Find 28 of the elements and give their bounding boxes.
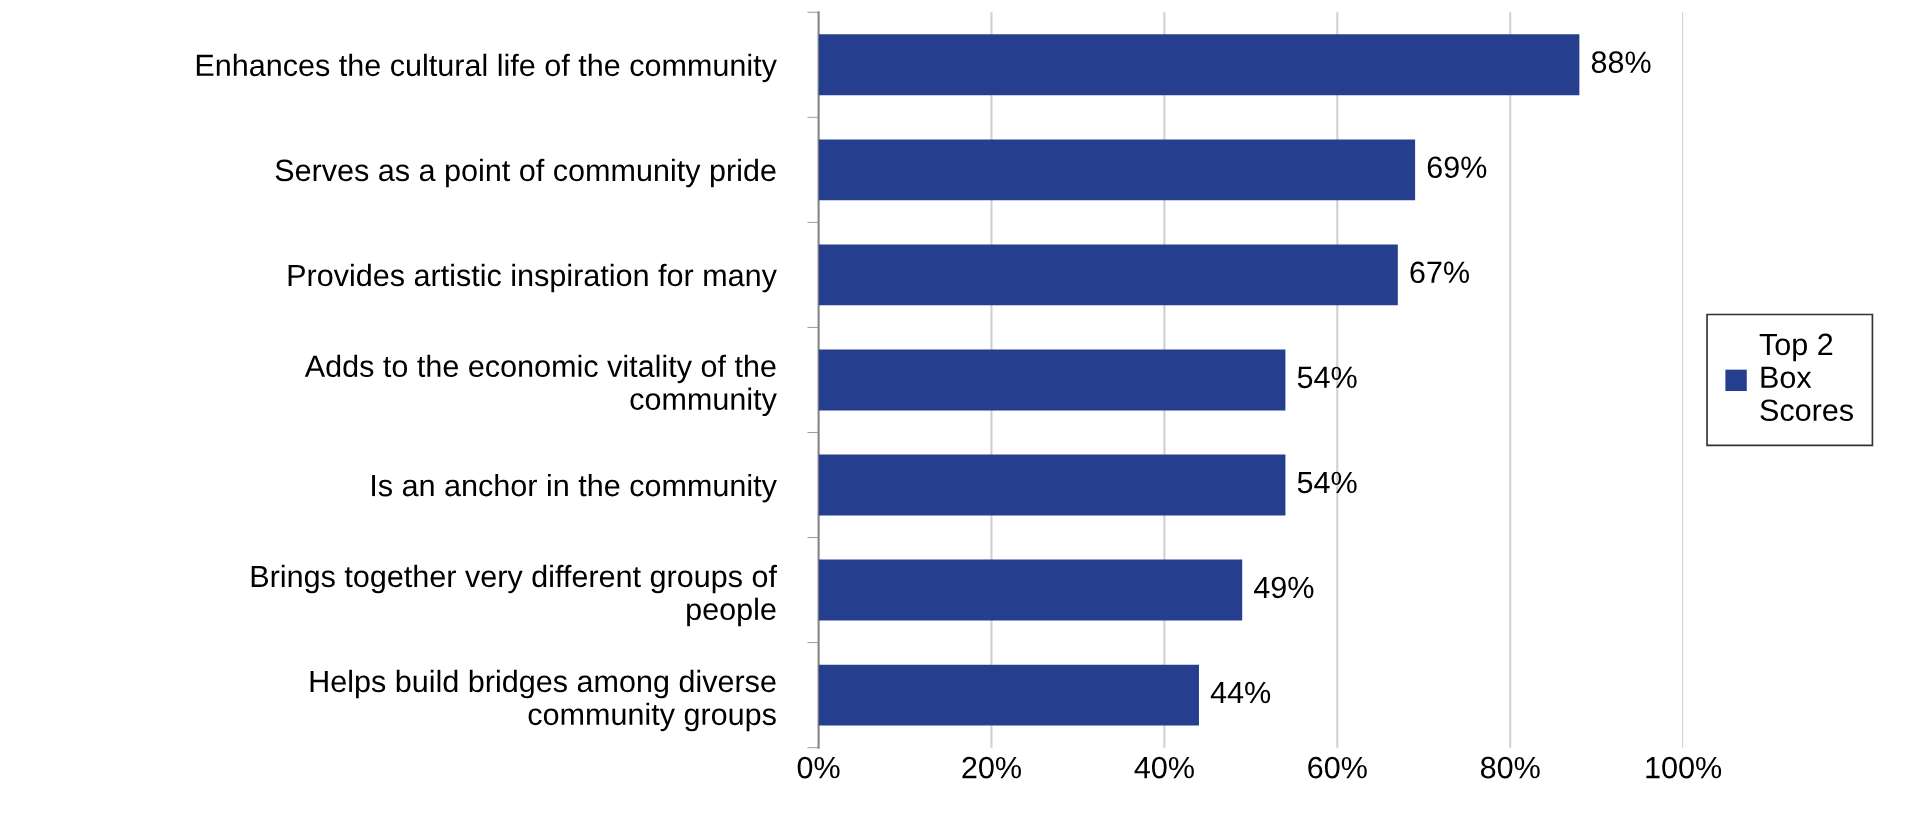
bar xyxy=(818,139,1416,201)
x-tick-label: 20% xyxy=(962,756,1021,779)
y-tick-label: Brings together very different groups of people xyxy=(251,564,777,627)
y-tick-label: Adds to the economic vitality of the community xyxy=(304,354,777,417)
bar xyxy=(818,349,1286,411)
x-tick-label: 60% xyxy=(1308,756,1367,779)
bar xyxy=(818,34,1580,96)
data-label: 69% xyxy=(1427,156,1487,179)
bar xyxy=(818,559,1243,621)
x-tick-label: 40% xyxy=(1134,756,1194,779)
y-tick-label: Enhances the cultural life of the community xyxy=(196,53,777,83)
bar xyxy=(818,664,1199,726)
data-label: 54% xyxy=(1297,366,1357,389)
x-tick-label: 80% xyxy=(1480,756,1540,779)
data-label: 67% xyxy=(1410,261,1469,284)
bar xyxy=(818,244,1398,306)
x-tick-label: 0% xyxy=(797,756,840,779)
y-tick-label: Provides artistic inspiration for many xyxy=(288,263,777,293)
y-tick-label: Serves as a point of community pride xyxy=(275,158,776,188)
data-label: 49% xyxy=(1254,576,1314,599)
x-tick-label: 100% xyxy=(1646,756,1722,779)
bar xyxy=(818,454,1286,516)
y-tick-label: Is an anchor in the community xyxy=(372,473,777,503)
y-tick-label: Helps build bridges among diverse community groups xyxy=(310,669,776,732)
data-label: 44% xyxy=(1210,681,1271,704)
data-label: 54% xyxy=(1297,471,1357,494)
legend-label: Top 2 Box Scores xyxy=(1759,333,1853,422)
data-label: 88% xyxy=(1591,51,1651,73)
